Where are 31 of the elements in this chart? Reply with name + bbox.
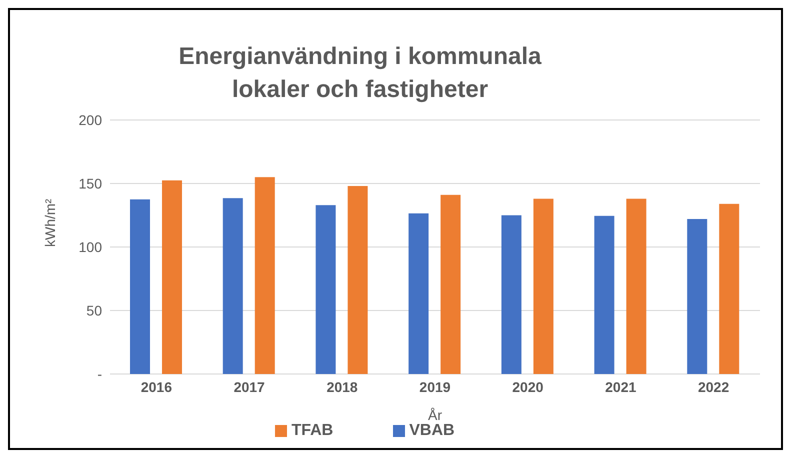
bar	[719, 204, 740, 374]
x-tick-label: 2022	[698, 378, 730, 395]
bar	[501, 215, 522, 374]
bar	[254, 177, 275, 374]
y-tick-label: -	[97, 366, 102, 382]
bar	[594, 216, 614, 374]
chart-title: Energianvändning i kommunala lokaler och fastigheter	[178, 42, 542, 105]
legend-label: TFAB	[291, 422, 334, 439]
y-tick-label: 200	[78, 112, 102, 128]
bar	[626, 198, 646, 374]
bar	[222, 198, 243, 374]
bar	[440, 194, 461, 374]
y-tick-label: 50	[86, 302, 102, 318]
y-tick-label: 100	[78, 238, 102, 255]
bar	[162, 180, 182, 374]
bar	[348, 186, 368, 374]
y-axis-title: kWh/m²	[42, 198, 58, 247]
x-tick-label: 2021	[605, 378, 636, 395]
y-tick-label: 150	[78, 175, 102, 192]
x-tick-label: 2016	[140, 378, 172, 395]
bar	[687, 219, 708, 374]
x-tick-label: 2020	[512, 378, 544, 395]
bar	[408, 213, 429, 374]
legend-label: VBAB	[409, 422, 455, 439]
x-tick-label: 2017	[234, 378, 266, 395]
x-tick-label: 2018	[326, 378, 358, 395]
bar	[130, 199, 150, 374]
x-tick-label: 2019	[419, 378, 451, 395]
x-axis-title: År	[428, 407, 442, 423]
bar	[316, 205, 336, 374]
bar	[533, 198, 554, 374]
